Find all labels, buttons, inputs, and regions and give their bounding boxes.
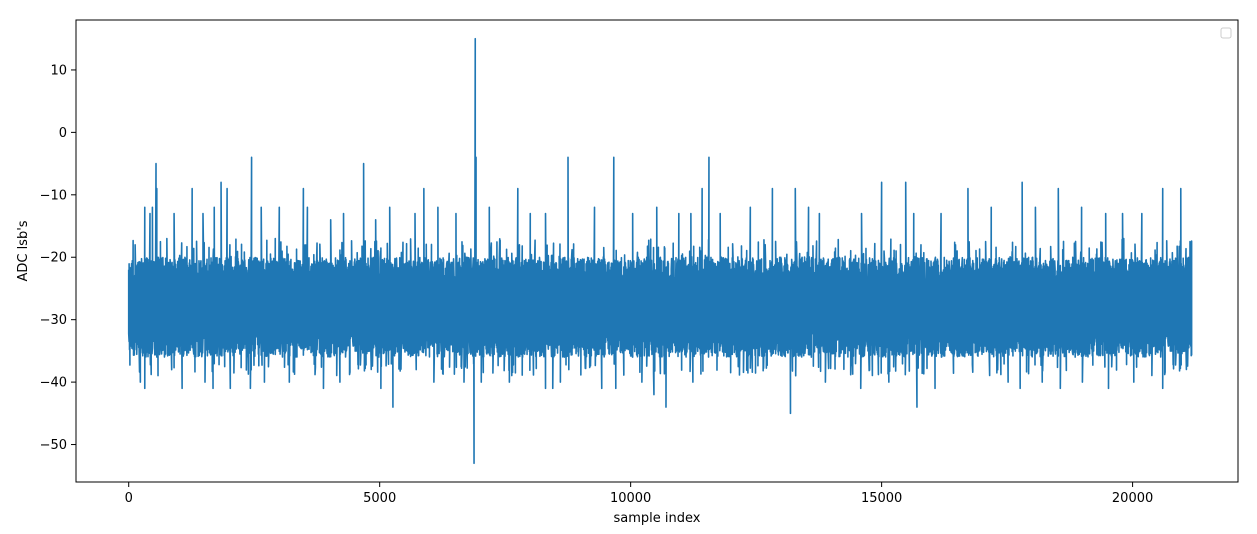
y-tick-label: −30 — [40, 313, 67, 328]
x-axis-label: sample index — [614, 511, 701, 526]
x-tick-label: 0 — [125, 491, 133, 506]
plot-frame — [75, 19, 1239, 483]
y-axis: −50 −40 −30 −20 −10 0 10 — [40, 63, 76, 453]
legend-box — [1220, 27, 1232, 39]
y-tick-label: −20 — [40, 251, 67, 266]
y-tick-label: 0 — [59, 126, 67, 141]
x-tick-label: 15000 — [861, 491, 902, 506]
series-layer — [127, 37, 1193, 465]
x-tick-label: 20000 — [1112, 491, 1153, 506]
y-tick-label: 10 — [50, 63, 67, 78]
y-tick-label: −50 — [40, 438, 67, 453]
y-tick-label: −10 — [40, 188, 67, 203]
x-tick-label: 5000 — [363, 491, 396, 506]
x-axis: 0 5000 10000 15000 20000 — [125, 482, 1153, 506]
y-axis-label: ADC lsb's — [16, 220, 31, 281]
x-tick-label: 10000 — [610, 491, 651, 506]
y-tick-label: −40 — [40, 376, 67, 391]
series-line — [127, 37, 1193, 465]
